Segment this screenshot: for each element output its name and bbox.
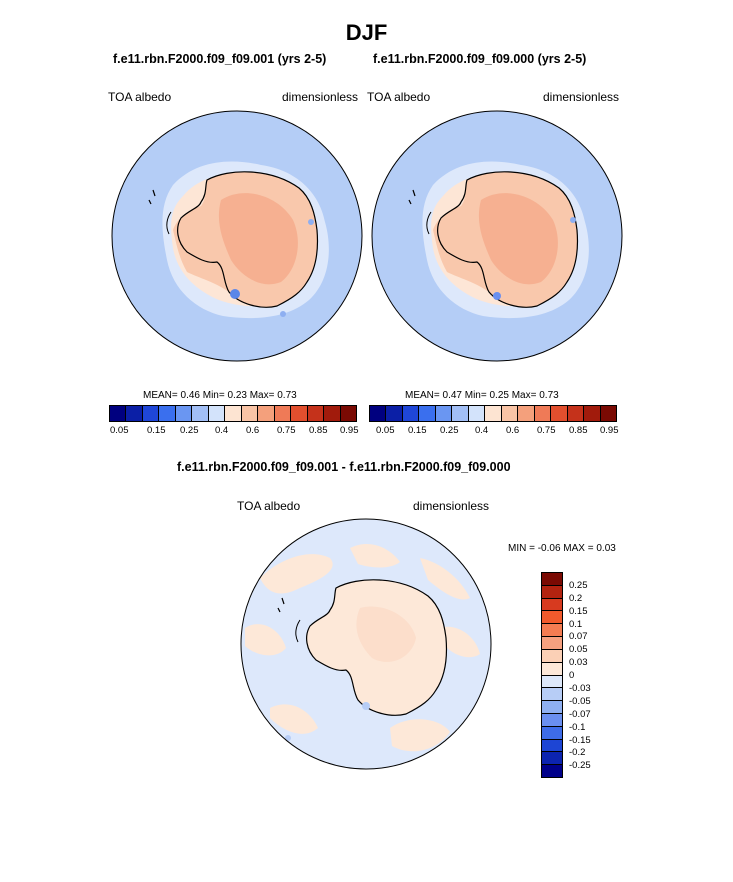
left-cbar-tick: 0.85 xyxy=(309,425,328,436)
left-variable-label: TOA albedo xyxy=(108,90,172,104)
colorbar-swatch xyxy=(584,406,601,421)
diff-cbar-tick: 0.03 xyxy=(569,657,588,668)
colorbar-swatch xyxy=(542,688,562,702)
colorbar-swatch xyxy=(159,406,176,421)
right-colorbar xyxy=(369,405,617,422)
left-cbar-tick: 0.95 xyxy=(340,425,359,436)
colorbar-swatch xyxy=(542,611,562,625)
colorbar-swatch xyxy=(126,406,143,421)
left-polar-map xyxy=(111,110,363,362)
colorbar-swatch xyxy=(370,406,387,421)
colorbar-swatch xyxy=(542,713,562,727)
colorbar-swatch xyxy=(534,406,552,421)
left-units-label: dimensionless xyxy=(282,90,359,104)
diff-units-label: dimensionless xyxy=(413,499,490,513)
colorbar-swatch xyxy=(542,573,562,586)
diff-cbar-tick: -0.1 xyxy=(569,722,586,733)
colorbar-swatch xyxy=(542,637,562,650)
colorbar-swatch xyxy=(542,649,562,663)
colorbar-swatch xyxy=(542,739,562,753)
colorbar-swatch xyxy=(542,765,562,777)
colorbar-swatch xyxy=(241,406,259,421)
colorbar-swatch xyxy=(225,406,242,421)
right-polar-map xyxy=(371,110,623,362)
diff-cbar-tick: 0.2 xyxy=(569,593,583,604)
colorbar-swatch xyxy=(274,406,292,421)
left-cbar-tick: 0.6 xyxy=(246,425,260,436)
diff-cbar-tick: 0.05 xyxy=(569,644,588,655)
left-cbar-tick: 0.75 xyxy=(277,425,296,436)
diff-cbar-tick: 0 xyxy=(569,670,575,681)
colorbar-swatch xyxy=(600,406,617,421)
colorbar-swatch xyxy=(291,406,308,421)
colorbar-swatch xyxy=(452,406,469,421)
colorbar-swatch xyxy=(142,406,160,421)
diff-cbar-tick: -0.05 xyxy=(569,696,591,707)
colorbar-swatch xyxy=(518,406,535,421)
right-panel-title: f.e11.rbn.F2000.f09_f09.000 (yrs 2-5) xyxy=(373,52,587,66)
colorbar-swatch xyxy=(542,598,562,612)
colorbar-swatch xyxy=(110,406,127,421)
colorbar-swatch xyxy=(419,406,436,421)
colorbar-swatch xyxy=(551,406,568,421)
right-cbar-tick: 0.25 xyxy=(440,425,459,436)
diff-cbar-tick: 0.15 xyxy=(569,606,588,617)
right-units-label: dimensionless xyxy=(543,90,620,104)
right-cbar-tick: 0.95 xyxy=(600,425,619,436)
colorbar-swatch xyxy=(192,406,209,421)
diff-stats: MIN = -0.06 MAX = 0.03 xyxy=(508,543,616,554)
diff-cbar-tick: -0.03 xyxy=(569,683,591,694)
diff-cbar-tick: 0.07 xyxy=(569,631,588,642)
colorbar-swatch xyxy=(324,406,341,421)
colorbar-swatch xyxy=(208,406,226,421)
colorbar-swatch xyxy=(340,406,357,421)
colorbar-swatch xyxy=(542,662,562,676)
diff-cbar-tick: 0.25 xyxy=(569,580,588,591)
diff-cbar-tick: -0.25 xyxy=(569,760,591,771)
colorbar-swatch xyxy=(307,406,325,421)
colorbar-swatch xyxy=(542,675,562,689)
colorbar-swatch xyxy=(175,406,193,421)
colorbar-swatch xyxy=(542,752,562,766)
right-stats: MEAN= 0.47 Min= 0.25 Max= 0.73 xyxy=(405,390,559,401)
diff-panel-title: f.e11.rbn.F2000.f09_f09.001 - f.e11.rbn.… xyxy=(177,460,511,474)
right-variable-label: TOA albedo xyxy=(367,90,431,104)
colorbar-swatch xyxy=(542,701,562,714)
colorbar-swatch xyxy=(542,585,562,599)
colorbar-swatch xyxy=(435,406,453,421)
right-cbar-tick: 0.15 xyxy=(408,425,427,436)
colorbar-swatch xyxy=(567,406,585,421)
left-cbar-tick: 0.15 xyxy=(147,425,166,436)
colorbar-swatch xyxy=(485,406,502,421)
diff-cbar-tick: -0.2 xyxy=(569,747,586,758)
figure-title: DJF xyxy=(345,20,388,45)
diff-colorbar xyxy=(541,572,563,778)
left-stats: MEAN= 0.46 Min= 0.23 Max= 0.73 xyxy=(143,390,297,401)
colorbar-swatch xyxy=(468,406,486,421)
colorbar-swatch xyxy=(386,406,403,421)
right-cbar-tick: 0.75 xyxy=(537,425,556,436)
colorbar-swatch xyxy=(402,406,420,421)
colorbar-swatch xyxy=(542,726,562,740)
right-cbar-tick: 0.05 xyxy=(376,425,395,436)
left-cbar-tick: 0.05 xyxy=(110,425,129,436)
left-cbar-tick: 0.25 xyxy=(180,425,199,436)
colorbar-swatch xyxy=(258,406,275,421)
left-colorbar xyxy=(109,405,357,422)
diff-cbar-tick: -0.07 xyxy=(569,709,591,720)
diff-variable-label: TOA albedo xyxy=(237,499,301,513)
diff-polar-map xyxy=(240,518,492,770)
diff-cbar-tick: -0.15 xyxy=(569,735,591,746)
diff-cbar-tick: 0.1 xyxy=(569,619,583,630)
right-cbar-tick: 0.85 xyxy=(569,425,588,436)
left-cbar-tick: 0.4 xyxy=(215,425,229,436)
right-cbar-tick: 0.6 xyxy=(506,425,520,436)
colorbar-swatch xyxy=(501,406,519,421)
left-panel-title: f.e11.rbn.F2000.f09_f09.001 (yrs 2-5) xyxy=(113,52,327,66)
colorbar-swatch xyxy=(542,624,562,638)
right-cbar-tick: 0.4 xyxy=(475,425,489,436)
